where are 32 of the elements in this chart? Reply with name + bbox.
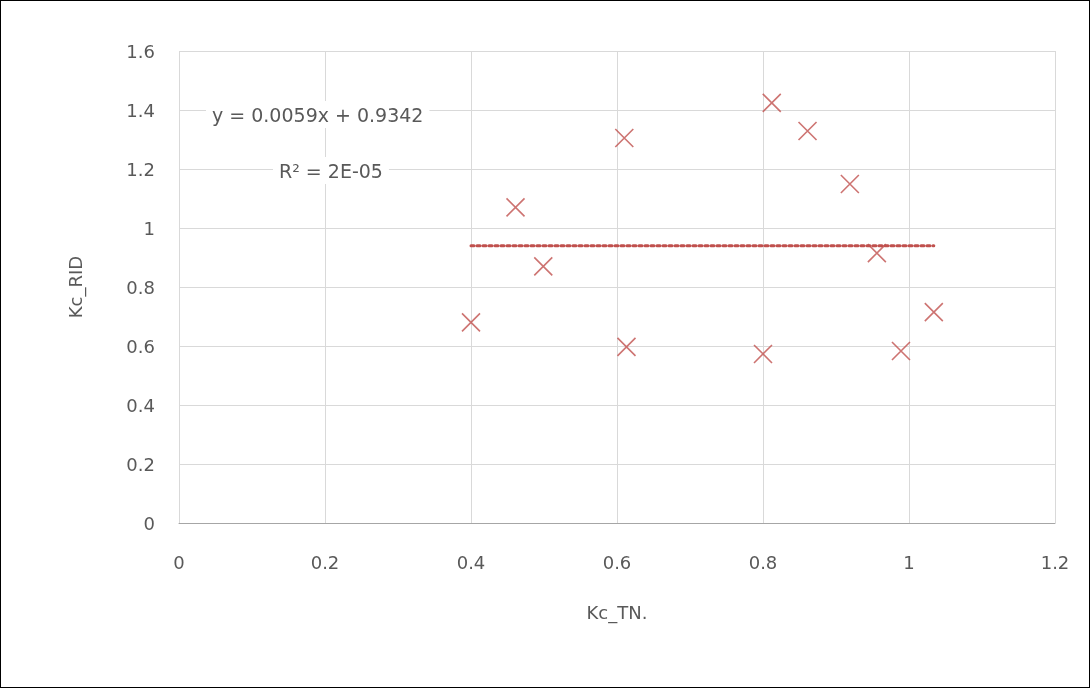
x-tick-label: 0 [173,551,185,573]
point [753,344,773,364]
point [924,302,944,322]
y-tick-label: 0 [143,512,155,534]
x-tick-label: 0.8 [748,551,778,573]
point [461,312,481,333]
y-tick-label: 1 [143,217,155,239]
y-tick-label: 1.2 [126,158,155,180]
y-tick-label: 0.8 [126,276,155,298]
x-axis-title: Kc_TN. [586,601,648,624]
point [533,256,554,277]
annotation: y = 0.0059x + 0.9342 [212,103,424,126]
y-tick-label: 0.4 [126,394,155,416]
x-tick-label: 0.2 [310,551,340,573]
x-tick-label: 1 [903,551,915,573]
point [797,121,818,141]
x-tick-label: 1.2 [1040,551,1070,573]
x-tick-label: 0.6 [602,551,632,573]
point [614,128,635,148]
x-tick-label: 0.4 [456,551,486,573]
point [505,197,526,218]
y-tick-label: 0.2 [126,453,155,475]
y-axis-title: Kc_RID [64,255,87,319]
point [840,174,860,194]
point [761,93,782,113]
y-tick-label: 1.6 [126,40,155,62]
point [867,243,887,263]
point [891,341,911,361]
annotation: R² = 2E-05 [279,159,383,182]
point [616,337,637,357]
y-tick-label: 1.4 [126,99,155,121]
y-tick-label: 0.6 [126,335,155,357]
